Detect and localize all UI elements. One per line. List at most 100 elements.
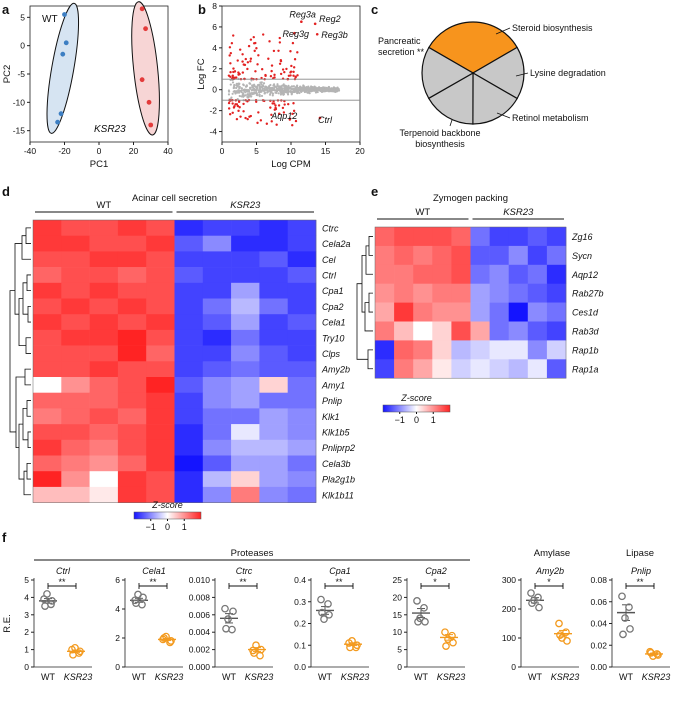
ma-point-sig: [246, 61, 250, 64]
heatmap-cell: [117, 267, 147, 284]
pie-label-retinol: Retinol metabolism: [512, 113, 589, 123]
x-tick-label: 0: [97, 146, 102, 156]
dendrogram-branch: [25, 337, 31, 354]
row-label: Clps: [322, 349, 341, 359]
pie-label-steroid: Steroid biosynthesis: [512, 23, 593, 33]
x-tick-label: 10: [286, 146, 296, 156]
ma-point-ns: [276, 84, 279, 88]
ma-point-sig: [241, 60, 244, 63]
ma-point-labeled: [313, 22, 317, 26]
heatmap-cell: [174, 345, 204, 362]
leader-line: [496, 112, 511, 119]
panel-label-a: a: [2, 2, 10, 17]
heatmap-cell: [33, 361, 62, 378]
heatmap-cell: [287, 267, 317, 284]
heatmap-cell: [451, 264, 471, 284]
gene-title-cpa2: Cpa2: [425, 566, 447, 576]
heatmap-cell: [287, 361, 317, 378]
ma-point-sig: [282, 111, 286, 114]
ma-point-sig: [296, 74, 299, 77]
heatmap-cell: [117, 424, 147, 441]
y-tick-label: 25: [393, 575, 403, 585]
ko-point: [146, 99, 152, 105]
heatmap-cell: [202, 298, 232, 315]
heatmap-cell: [432, 321, 452, 341]
y-tick-label: 2: [212, 64, 217, 74]
heatmap-cell: [527, 321, 548, 341]
ma-point-ns: [325, 89, 329, 92]
y-tick-label: 15: [393, 610, 403, 620]
row-label: Ces1d: [572, 308, 599, 318]
ma-point-ns: [253, 89, 256, 92]
qpcr-plots: Proteases Amylase LipaseR.E.012345Ctrl**WT…: [2, 548, 670, 682]
heatmap-cell: [287, 329, 317, 346]
row-label: Cpa1: [322, 286, 344, 296]
heatmap-cell: [117, 282, 147, 299]
heatmap-cell: [146, 486, 175, 503]
zscore-colorbar: [382, 404, 451, 413]
x-label-ko: KSR23: [64, 672, 93, 682]
heatmap-cell: [61, 235, 90, 252]
heatmap-cell: [259, 392, 288, 409]
leader-line: [495, 27, 511, 35]
heatmap-cell: [89, 345, 119, 362]
ma-point-sig: [273, 102, 276, 105]
heatmap-cell: [259, 314, 288, 331]
heatmap-cell: [259, 267, 288, 284]
heatmap-cell: [89, 251, 119, 268]
heatmap-cell: [432, 302, 452, 322]
x-label-wt: WT: [414, 672, 428, 682]
ma-point-sig: [283, 103, 286, 106]
heatmap-cell: [287, 408, 317, 425]
heatmap-cell: [287, 282, 317, 299]
row-label: Amy2b: [321, 365, 350, 375]
heatmap-cell: [231, 408, 260, 425]
heatmap-cell: [231, 486, 260, 503]
wt-point: [535, 603, 543, 612]
heatmap-cell: [202, 314, 232, 331]
ma-point-sig: [292, 74, 295, 77]
heatmap-cell: [89, 392, 119, 409]
ma-point-sig: [253, 49, 256, 53]
heatmap-cell: [489, 321, 509, 341]
ko-point: [556, 631, 564, 639]
ma-point-sig: [249, 60, 252, 63]
heatmap-cell: [394, 321, 414, 341]
ko-point: [346, 643, 354, 652]
pathway-pie: Pancreatic secretion ** Steroid biosynthes…: [378, 21, 606, 149]
ma-point-sig: [254, 41, 257, 45]
ma-point-sig: [249, 38, 253, 41]
row-label: Rab27b: [572, 289, 604, 299]
y-tick-label: 5: [20, 12, 25, 22]
dendrogram-branch: [18, 423, 24, 480]
heatmap-cell: [259, 329, 288, 346]
ma-point-sig: [290, 64, 293, 68]
ma-point-ns: [238, 89, 242, 92]
ma-point-ns: [320, 88, 323, 91]
ma-point-sig: [292, 102, 295, 105]
ma-point-ns: [306, 91, 309, 94]
heatmap-cell: [174, 267, 204, 284]
ma-point-ns: [292, 85, 296, 88]
ma-point-sig: [229, 51, 233, 55]
heatmap-cell: [432, 264, 452, 284]
x-label-wt: WT: [318, 672, 332, 682]
y-tick-label: 0: [212, 85, 217, 95]
ko-point: [348, 637, 356, 645]
ko-point: [139, 6, 145, 12]
heatmap-cell: [61, 314, 90, 331]
ma-point-sig: [269, 75, 273, 78]
y-tick-label: 4: [24, 592, 29, 602]
row-label: Amy1: [321, 380, 345, 390]
ma-point-ns: [305, 89, 308, 92]
heatmap-cell: [174, 251, 204, 268]
heatmap-cell: [89, 267, 119, 284]
heatmap-title: Zymogen packing: [433, 193, 508, 204]
heatmap-cell: [470, 264, 490, 284]
ma-point-ns: [333, 89, 337, 93]
heatmap-cell: [394, 340, 414, 360]
ma-point-ns: [249, 93, 252, 97]
panel-label-e: e: [371, 184, 378, 199]
heatmap-cell: [259, 439, 288, 456]
y-tick-label: 0.000: [189, 662, 211, 672]
